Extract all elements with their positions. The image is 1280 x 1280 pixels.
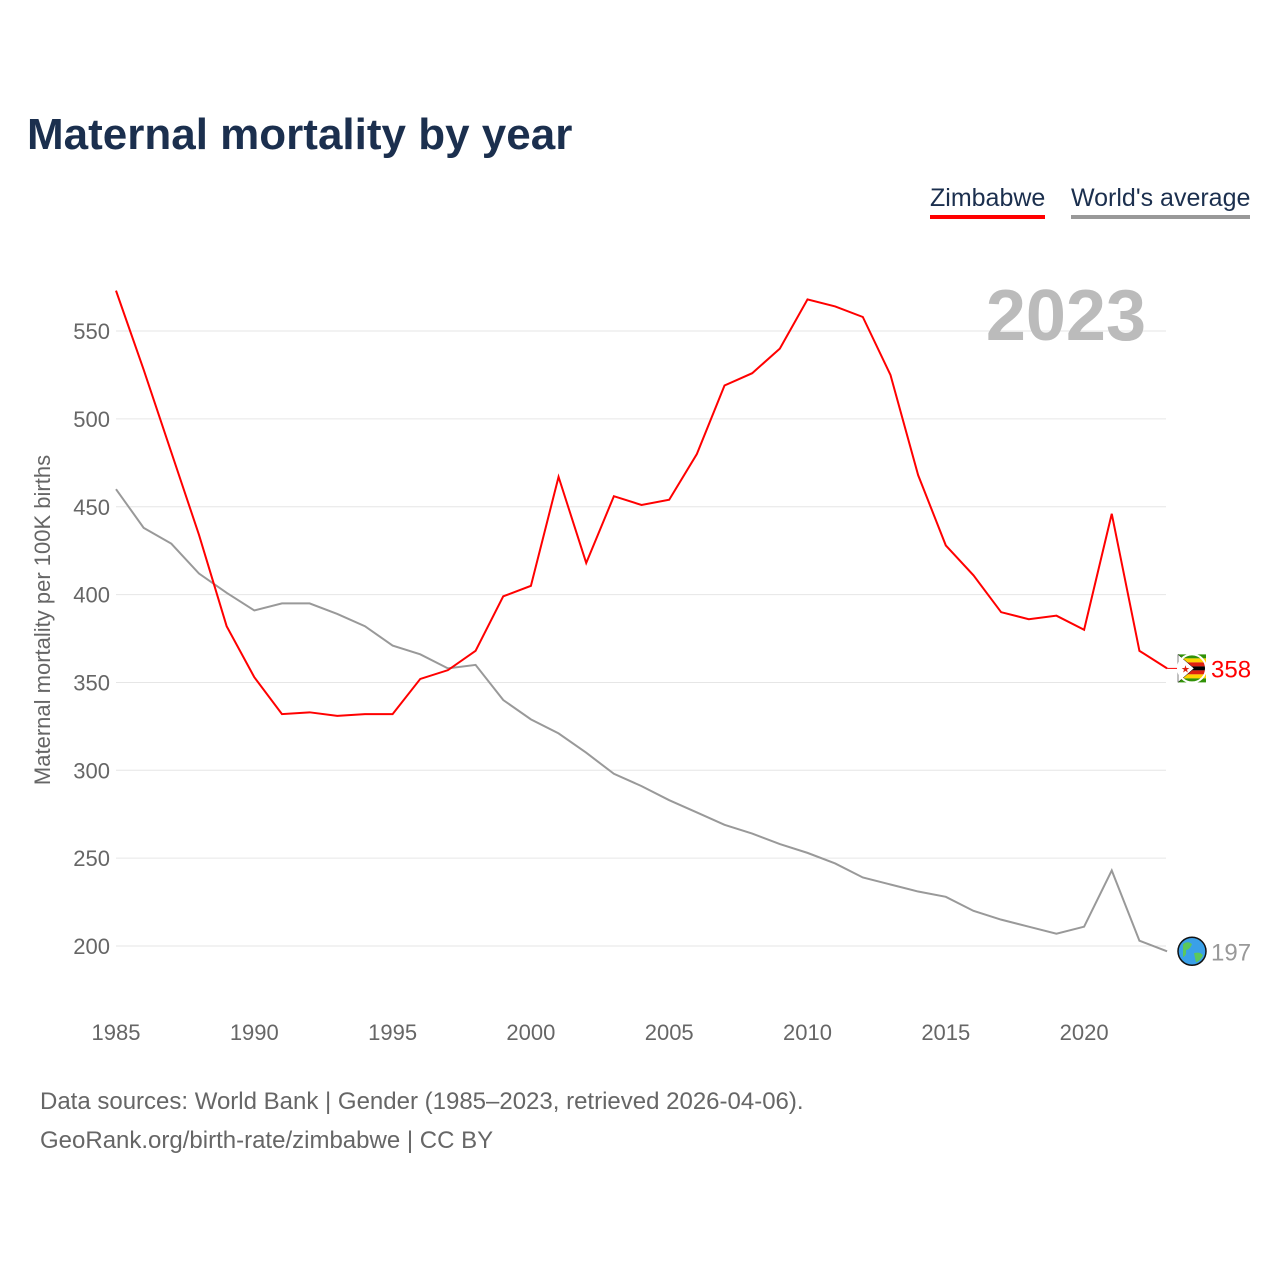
x-tick-label: 1990 (230, 1020, 279, 1045)
zimbabwe-flag-icon (1177, 653, 1207, 684)
globe-icon (1177, 936, 1207, 967)
flag-stripe (1178, 662, 1206, 667)
legend-zimbabwe[interactable]: Zimbabwe (930, 184, 1046, 219)
attribution-link[interactable]: GeoRank.org/birth-rate/zimbabwe | CC BY (40, 1127, 494, 1154)
x-tick-label: 1995 (368, 1020, 417, 1045)
chart-title: Maternal mortality by year (27, 110, 573, 159)
end-label-world: 197 (1211, 939, 1251, 966)
flag-stripe (1178, 658, 1206, 663)
x-tick-label: 2020 (1060, 1020, 1109, 1045)
y-tick-label: 300 (73, 758, 110, 783)
y-tick-label: 250 (73, 846, 110, 871)
legend-world-average[interactable]: World's average (1071, 184, 1251, 219)
x-tick-label: 2015 (921, 1020, 970, 1045)
flag-star: ★ (1181, 664, 1190, 675)
flag-stripe (1178, 674, 1206, 679)
x-tick-label: 2000 (506, 1020, 555, 1045)
year-watermark: 2023 (986, 276, 1146, 356)
y-tick-label: 200 (73, 934, 110, 959)
flag-stripe (1178, 678, 1206, 683)
y-tick-label: 550 (73, 319, 110, 344)
flag-stripe (1178, 670, 1206, 675)
y-tick-label: 350 (73, 670, 110, 695)
x-tick-label: 2005 (645, 1020, 694, 1045)
y-axis-label: Maternal mortality per 100K births (30, 455, 55, 785)
data-source: Data sources: World Bank | Gender (1985–… (40, 1088, 804, 1115)
globe-land (1183, 942, 1203, 963)
x-tick-label: 1985 (92, 1020, 141, 1045)
series-line-zimbabwe (115, 290, 1168, 717)
series-line-world (115, 488, 1168, 953)
y-tick-label: 400 (73, 583, 110, 608)
y-tick-label: 500 (73, 407, 110, 432)
x-tick-label: 2010 (783, 1020, 832, 1045)
y-tick-label: 450 (73, 495, 110, 520)
end-label-zimbabwe: 358 (1211, 656, 1251, 683)
flag-stripe (1178, 654, 1206, 659)
